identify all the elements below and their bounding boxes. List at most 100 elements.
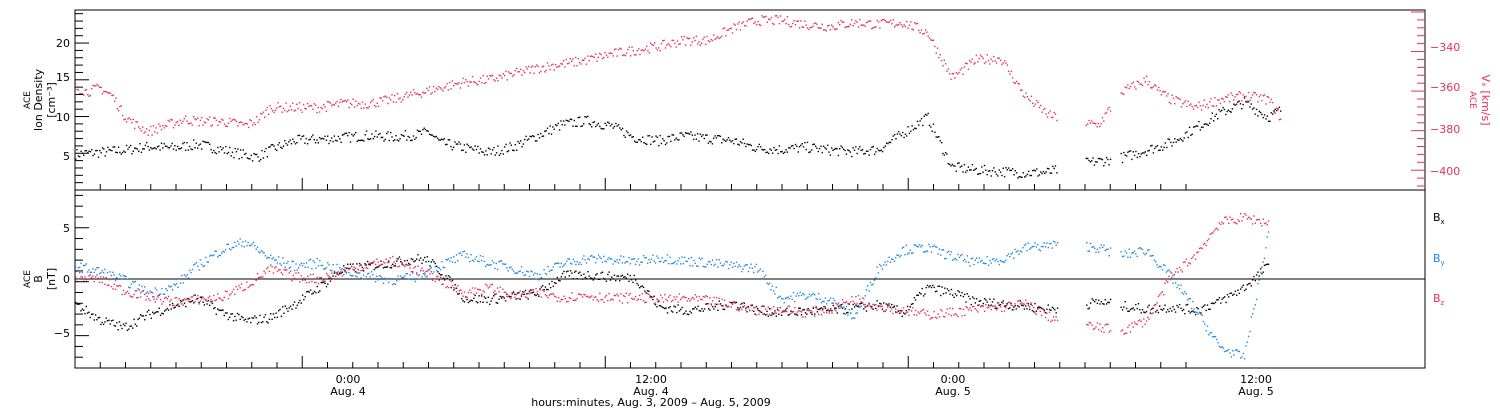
ion-density-point: [497, 145, 499, 147]
vx-point: [1272, 101, 1274, 104]
vx-point: [554, 64, 557, 66]
bx-point: [519, 298, 521, 300]
by-point: [479, 255, 482, 257]
by-point: [84, 264, 86, 266]
vx-point: [473, 81, 475, 83]
bx-point: [235, 319, 237, 321]
bx-point: [1109, 298, 1112, 301]
bz-point: [437, 275, 439, 278]
by-point: [89, 271, 91, 273]
bz-point: [661, 297, 663, 299]
vx-point: [442, 90, 444, 92]
ion-density-point: [328, 142, 330, 145]
vx-point: [304, 107, 306, 110]
bx-point: [637, 284, 639, 286]
ion-density-point: [973, 169, 975, 171]
vx-point: [481, 82, 483, 84]
bx-point: [504, 300, 507, 302]
bx-point: [163, 310, 166, 312]
bz-point: [89, 274, 91, 276]
vx-point: [493, 79, 495, 81]
bz-point: [949, 307, 951, 309]
vx-point: [516, 67, 518, 70]
bz-point: [641, 293, 643, 295]
bz-point: [508, 296, 511, 299]
by-point: [974, 259, 976, 261]
bx-point: [475, 300, 478, 303]
vx-point: [1040, 104, 1042, 107]
ion-density-point: [939, 140, 941, 142]
ion-density-point: [1251, 108, 1254, 110]
ion-density-point: [113, 146, 116, 148]
vx-point: [1261, 99, 1263, 102]
bz-point: [913, 314, 915, 316]
bz-point: [763, 305, 765, 308]
vx-point: [990, 58, 992, 60]
by-point: [993, 258, 995, 260]
bx-point: [384, 266, 386, 268]
bx-point: [918, 292, 921, 294]
by-point: [1240, 357, 1242, 359]
by-point: [465, 256, 467, 258]
vx-point: [124, 118, 126, 120]
by-point: [576, 261, 578, 263]
vx-point: [755, 23, 758, 26]
ion-density-point: [963, 164, 966, 166]
vx-point: [1166, 95, 1168, 97]
bx-point: [240, 315, 243, 318]
bz-point: [1255, 219, 1258, 221]
vx-point: [308, 105, 310, 107]
ion-density-point: [260, 158, 262, 161]
vx-point: [218, 120, 220, 123]
bz-point: [542, 289, 544, 291]
vx-point: [117, 110, 120, 112]
vx-point: [1192, 108, 1195, 110]
bx-point: [1125, 307, 1128, 310]
ion-density-point: [1237, 101, 1239, 103]
by-point: [199, 259, 202, 261]
bx-point: [170, 308, 172, 310]
vx-point: [790, 25, 793, 28]
vx-point: [331, 104, 333, 107]
ion-density-point: [1267, 120, 1270, 122]
by-point: [1224, 350, 1226, 353]
by-point: [1233, 354, 1235, 356]
vx-point: [150, 125, 152, 128]
vx-point: [1088, 119, 1090, 122]
vx-point: [1199, 105, 1201, 107]
bx-point: [167, 309, 170, 311]
bz-point: [547, 296, 549, 299]
by-point: [414, 280, 417, 283]
by-point: [506, 267, 508, 269]
ion-density-point: [426, 130, 428, 132]
by-point: [446, 259, 448, 261]
vx-point: [633, 54, 636, 56]
bz-point: [1217, 229, 1219, 231]
ion-density-point: [794, 143, 797, 146]
by-point: [96, 267, 98, 269]
bx-point: [841, 307, 844, 309]
by-point: [569, 262, 572, 264]
vx-point: [465, 79, 467, 81]
bz-point: [144, 293, 146, 296]
ion-density-point: [130, 144, 132, 147]
by-point: [523, 274, 525, 276]
bx-point: [609, 279, 612, 281]
bx-point: [451, 279, 454, 282]
vx-point: [501, 77, 503, 79]
bz-point: [979, 306, 982, 308]
bz-point: [493, 291, 495, 294]
bx-point: [247, 318, 249, 320]
vx-point: [128, 117, 130, 119]
vx-point: [600, 53, 602, 56]
bz-point: [283, 268, 285, 271]
ion-density-point: [745, 145, 747, 148]
ion-density-point: [540, 132, 542, 135]
by-point: [344, 267, 346, 269]
bz-point: [803, 309, 805, 311]
ion-density-point: [159, 149, 161, 151]
bz-point: [581, 296, 584, 298]
bz-point: [516, 297, 519, 300]
ion-density-point: [174, 145, 176, 147]
by-point: [317, 265, 320, 267]
